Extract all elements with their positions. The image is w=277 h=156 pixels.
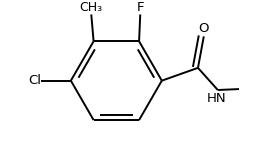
Text: CH₃: CH₃ xyxy=(80,1,103,14)
Text: Cl: Cl xyxy=(28,74,41,87)
Text: O: O xyxy=(199,22,209,35)
Text: HN: HN xyxy=(207,92,226,105)
Text: F: F xyxy=(137,1,144,15)
